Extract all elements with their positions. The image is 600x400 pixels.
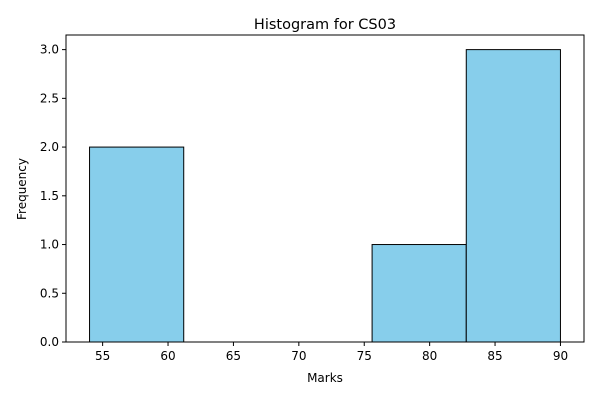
y-tick-label: 2.0 xyxy=(40,140,59,154)
chart-title: Histogram for CS03 xyxy=(254,17,396,33)
y-tick-label: 0.5 xyxy=(40,286,59,300)
x-tick-label: 60 xyxy=(160,349,175,363)
x-tick-label: 85 xyxy=(487,349,502,363)
y-tick-label: 2.5 xyxy=(40,91,59,105)
y-tick-label: 3.0 xyxy=(40,43,59,57)
y-axis-label: Frequency xyxy=(15,158,29,220)
bars-group xyxy=(89,49,561,343)
y-tick-label: 1.0 xyxy=(40,238,59,252)
x-axis-label: Marks xyxy=(307,371,343,385)
plot-frame xyxy=(65,34,585,343)
histogram-bar-4 xyxy=(465,49,561,343)
x-tick-label: 55 xyxy=(95,349,110,363)
y-tick-label: 0.0 xyxy=(40,335,59,349)
x-axis-ticks: 55 60 65 70 75 80 85 90 xyxy=(95,342,568,363)
x-tick-label: 65 xyxy=(226,349,241,363)
y-tick-label: 1.5 xyxy=(40,189,59,203)
x-tick-label: 70 xyxy=(291,349,306,363)
histogram-bar-0 xyxy=(89,146,185,343)
histogram-bar-3 xyxy=(371,244,467,343)
y-axis-ticks: 0.0 0.5 1.0 1.5 2.0 2.5 3.0 xyxy=(40,43,66,349)
x-tick-label: 80 xyxy=(422,349,437,363)
x-tick-label: 90 xyxy=(553,349,568,363)
x-tick-label: 75 xyxy=(357,349,372,363)
